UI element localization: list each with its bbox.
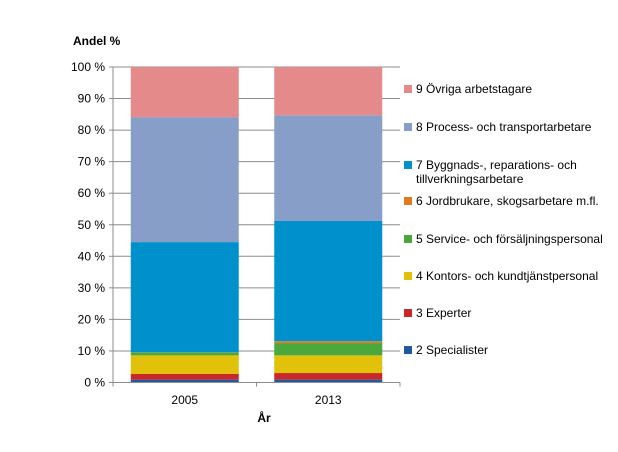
legend-label: 9 Övriga arbetstagare [416,82,533,96]
legend-label: 3 Experter [416,306,472,320]
legend-swatch [404,161,412,169]
bar-segment [130,352,239,356]
bar-segment [274,115,383,221]
legend-swatch [404,197,412,205]
y-tick-label: 90 % [78,92,106,106]
y-tick-label: 0 % [84,376,105,390]
bar-segment [130,242,239,353]
legend-item: 3 Experter [404,306,606,320]
y-tick-label: 100 % [71,60,105,74]
legend-swatch [404,346,412,354]
x-tick-label: 2005 [171,393,198,407]
legend-label: 4 Kontors- och kundtjänstpersonal [416,269,599,283]
y-tick-label: 60 % [78,186,106,200]
x-axis-title: År [257,410,271,425]
legend-item: 9 Övriga arbetstagare [404,82,606,96]
bar-segment [130,379,239,383]
y-tick-label: 80 % [78,123,106,137]
legend-label: 6 Jordbrukare, skogsarbetare m.fl. [416,194,599,208]
bar-segment [130,355,239,374]
legend-item: 8 Process- och transportarbetare [404,120,606,134]
y-tick-label: 30 % [78,281,106,295]
bar-segment [274,67,383,116]
bar-segment [274,379,383,383]
y-tick-label: 50 % [78,218,106,232]
legend-swatch [404,272,412,280]
legend-item: 6 Jordbrukare, skogsarbetare m.fl. [404,194,606,208]
legend-label: 5 Service- och försäljningspersonal [416,232,603,246]
legend-item: 4 Kontors- och kundtjänstpersonal [404,269,606,283]
legend-swatch [404,123,412,131]
y-tick-label: 20 % [78,312,106,326]
legend-swatch [404,235,412,243]
x-tick-label: 2013 [315,393,342,407]
legend-item: 2 Specialister [404,343,606,357]
bar-segment [274,220,383,342]
y-axis-title: Andel % [73,34,121,48]
bar-segment [130,117,239,243]
legend-item: 5 Service- och försäljningspersonal [404,232,606,246]
y-tick-label: 70 % [78,155,106,169]
y-tick-label: 10 % [78,344,106,358]
legend-label: 7 Byggnads-, reparations- och tillverkni… [416,158,577,186]
legend-label: 8 Process- och transportarbetare [416,120,592,134]
bar-segment [274,343,383,356]
bar-segment [130,373,239,380]
legend-label: 2 Specialister [416,343,489,357]
bar-segment [274,373,383,380]
bar-segment [274,341,383,344]
bar-segment [274,355,383,374]
legend-swatch [404,309,412,317]
legend-swatch [404,85,412,93]
bar-segment [130,67,239,118]
legend-item: 7 Byggnads-, reparations- och tillverkni… [404,158,606,186]
y-tick-label: 40 % [78,249,106,263]
